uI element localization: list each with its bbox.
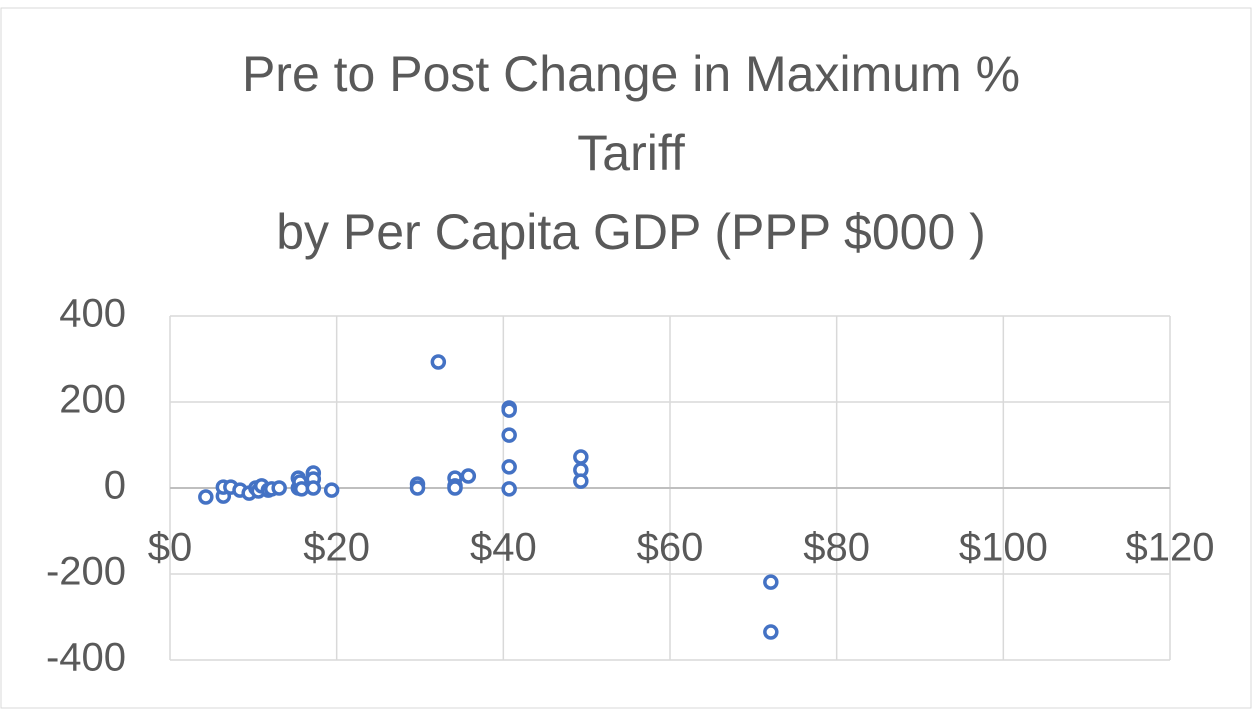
x-tick-label: $0 bbox=[148, 526, 193, 570]
chart-title: by Per Capita GDP (PPP $000 ) bbox=[276, 204, 986, 260]
y-tick-label: 400 bbox=[59, 292, 126, 336]
point bbox=[573, 473, 589, 489]
point bbox=[305, 480, 322, 496]
point bbox=[763, 624, 779, 640]
x-tick-label: $40 bbox=[470, 526, 537, 570]
point bbox=[271, 480, 287, 496]
x-tick-label: $60 bbox=[637, 526, 704, 570]
point bbox=[323, 482, 340, 498]
point bbox=[198, 489, 214, 505]
chart-title: Pre to Post Change in Maximum % bbox=[242, 46, 1020, 102]
point bbox=[573, 449, 589, 465]
point bbox=[501, 402, 517, 418]
point bbox=[430, 354, 447, 370]
point bbox=[501, 481, 517, 497]
point bbox=[447, 480, 463, 496]
x-tick-label: $100 bbox=[959, 526, 1048, 570]
point bbox=[409, 480, 426, 496]
point bbox=[460, 468, 477, 484]
x-tick-label: $20 bbox=[303, 526, 370, 570]
point bbox=[501, 427, 517, 443]
point bbox=[501, 459, 517, 475]
y-tick-label: -400 bbox=[46, 636, 126, 680]
point bbox=[763, 574, 779, 590]
y-tick-label: 200 bbox=[59, 378, 126, 422]
chart-title: Tariff bbox=[577, 125, 685, 181]
chart-border bbox=[0, 7, 1252, 709]
x-tick-label: $80 bbox=[803, 526, 870, 570]
x-tick-label: $120 bbox=[1126, 526, 1215, 570]
y-tick-label: -200 bbox=[46, 550, 126, 594]
y-tick-label: 0 bbox=[104, 464, 126, 508]
